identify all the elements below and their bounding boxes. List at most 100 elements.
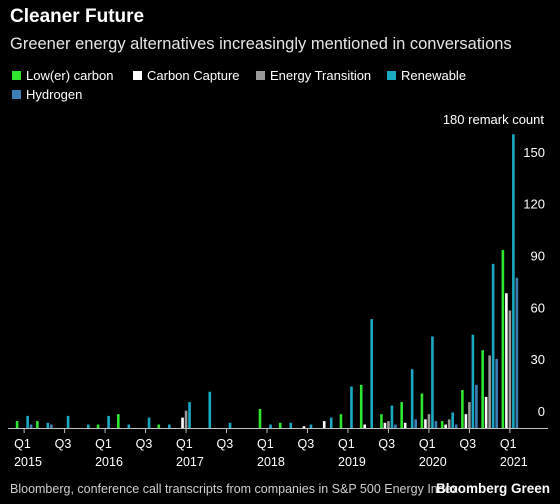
legend-item-hydrogen: Hydrogen (12, 87, 82, 102)
bar-renewable-2 (66, 415, 70, 428)
bar-renewable-8 (188, 402, 191, 428)
legend-swatch-renewable (387, 71, 396, 80)
bar-renewable-14 (309, 424, 313, 428)
x-tick-label-8: Q1 (176, 437, 193, 451)
bar-renewable-5 (127, 424, 131, 428)
x-year-label-2016: 2016 (95, 455, 123, 469)
legend-swatch-carbon-capture (133, 71, 142, 80)
bar-low-er-carbon-4 (96, 424, 100, 428)
bar-renewable-10 (228, 422, 232, 428)
x-tick-label-0: Q1 (14, 437, 31, 451)
legend-swatch-energy-transition (256, 71, 265, 80)
y-tick-label-0: 0 (538, 404, 545, 419)
bar-carbon-capture-19 (403, 422, 407, 428)
bar-renewable-13 (289, 422, 293, 428)
x-tick-label-20: Q1 (419, 437, 436, 451)
y-unit-label: 180 remark count (442, 112, 544, 127)
x-year-label-2019: 2019 (338, 455, 366, 469)
bar-carbon-capture-8 (181, 417, 184, 428)
x-year-label-2017: 2017 (176, 455, 204, 469)
bar-carbon-capture-17 (363, 424, 366, 428)
bar-energy-transition-24 (508, 310, 512, 428)
bar-low-er-carbon-20 (420, 393, 424, 428)
bar-renewable-21 (451, 412, 454, 428)
bar-carbon-capture-15 (322, 421, 326, 428)
bar-renewable-16 (350, 386, 353, 428)
bar-carbon-capture-24 (505, 293, 508, 428)
bar-renewable-17 (370, 319, 373, 428)
bar-renewable-7 (168, 424, 171, 428)
bar-carbon-capture-14 (302, 426, 306, 428)
bar-carbon-capture-18 (383, 422, 387, 428)
x-tick-label-14: Q3 (298, 437, 315, 451)
bar-low-er-carbon-19 (400, 402, 403, 428)
bar-hydrogen-24 (515, 277, 519, 428)
legend-label-lower-carbon: Low(er) carbon (26, 68, 114, 83)
bar-low-er-carbon-13 (278, 422, 282, 428)
y-tick-label-90: 90 (531, 249, 545, 264)
bar-energy-transition-23 (488, 355, 491, 428)
legend-label-carbon-capture: Carbon Capture (147, 68, 240, 83)
bar-hydrogen-1 (50, 424, 53, 428)
y-tick-label-30: 30 (531, 352, 545, 367)
y-tick-label-60: 60 (531, 300, 545, 315)
bar-low-er-carbon-23 (481, 350, 484, 428)
y-tick-label-120: 120 (523, 197, 545, 212)
bar-low-er-carbon-18 (380, 414, 383, 428)
bar-low-er-carbon-0 (15, 421, 19, 428)
bar-renewable-15 (329, 417, 333, 428)
bar-energy-transition-22 (468, 402, 471, 428)
x-tick-label-24: Q1 (500, 437, 517, 451)
bar-renewable-24 (512, 134, 515, 428)
bar-hydrogen-23 (495, 358, 498, 428)
legend-item-energy-transition: Energy Transition (256, 68, 371, 83)
legend-label-energy-transition: Energy Transition (270, 68, 372, 83)
bar-renewable-19 (410, 369, 414, 428)
y-tick-label-150: 150 (523, 145, 545, 160)
bar-renewable-4 (107, 415, 110, 428)
bar-low-er-carbon-17 (359, 384, 363, 428)
x-year-label-2020: 2020 (419, 455, 447, 469)
bar-low-er-carbon-12 (258, 408, 262, 428)
x-tick-label-4: Q1 (95, 437, 112, 451)
bar-renewable-22 (471, 334, 475, 428)
x-tick-label-12: Q1 (257, 437, 274, 451)
x-tick-label-16: Q1 (338, 437, 355, 451)
brand-logo: Bloomberg Green (435, 481, 550, 496)
bar-renewable-20 (431, 336, 434, 428)
bar-energy-transition-8 (184, 410, 188, 428)
bar-hydrogen-18 (394, 424, 397, 428)
bar-low-er-carbon-24 (501, 250, 505, 428)
legend-swatch-hydrogen (12, 90, 21, 99)
source-note: Bloomberg, conference call transcripts f… (10, 482, 458, 496)
x-tick-label-2: Q3 (55, 437, 72, 451)
bar-hydrogen-21 (454, 424, 458, 428)
x-tick-label-22: Q3 (459, 437, 476, 451)
bar-carbon-capture-21 (444, 424, 447, 428)
legend-item-renewable: Renewable (387, 68, 466, 83)
bar-low-er-carbon-21 (440, 421, 444, 428)
bar-hydrogen-22 (475, 384, 478, 428)
bar-renewable-18 (390, 405, 394, 428)
x-tick-label-6: Q3 (136, 437, 153, 451)
bar-low-er-carbon-16 (339, 414, 343, 428)
bar-carbon-capture-22 (464, 414, 468, 428)
bar-renewable-0 (26, 415, 29, 428)
bar-renewable-1 (46, 422, 50, 428)
x-tick-label-10: Q3 (217, 437, 234, 451)
bar-low-er-carbon-1 (36, 421, 39, 428)
bar-low-er-carbon-7 (157, 424, 161, 428)
bar-energy-transition-20 (427, 414, 431, 428)
bar-low-er-carbon-22 (461, 389, 464, 428)
legend-swatch-lower-carbon (12, 71, 21, 80)
x-year-label-2018: 2018 (257, 455, 285, 469)
bar-hydrogen-19 (414, 419, 417, 428)
x-tick-label-18: Q3 (378, 437, 395, 451)
bar-carbon-capture-23 (484, 396, 488, 428)
x-year-label-2021: 2021 (500, 455, 528, 469)
legend-item-carbon-capture: Carbon Capture (133, 68, 240, 83)
bar-carbon-capture-20 (424, 419, 427, 428)
bar-renewable-12 (269, 424, 272, 428)
chart-subtitle: Greener energy alternatives increasingly… (10, 35, 512, 53)
